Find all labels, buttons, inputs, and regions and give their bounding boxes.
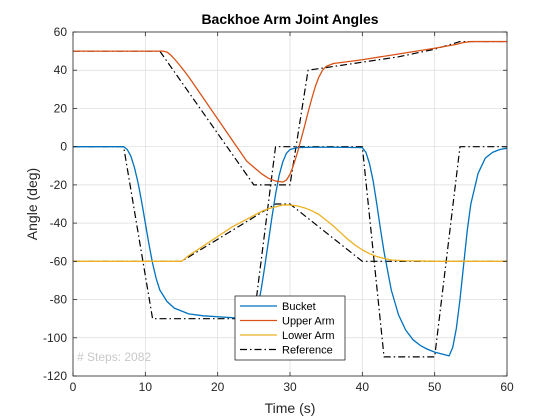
lower-arm-line bbox=[73, 204, 507, 262]
y-tick-label: 20 bbox=[54, 101, 68, 115]
y-tick-label: 0 bbox=[60, 140, 67, 154]
x-tick-label: 40 bbox=[356, 380, 370, 394]
y-tick-label: -100 bbox=[43, 331, 67, 345]
legend-box bbox=[234, 295, 346, 361]
chart-title: Backhoe Arm Joint Angles bbox=[201, 11, 378, 27]
reference-line bbox=[73, 40, 507, 186]
legend-label: Bucket bbox=[282, 301, 316, 313]
bucket-line bbox=[73, 146, 508, 357]
x-tick-label: 30 bbox=[283, 380, 297, 394]
y-tick-label: 60 bbox=[54, 25, 68, 39]
y-tick-label: 40 bbox=[54, 63, 68, 77]
y-tick-label: -80 bbox=[50, 293, 68, 307]
x-tick-label: 50 bbox=[428, 380, 442, 394]
x-axis-label: Time (s) bbox=[265, 400, 316, 416]
y-tick-label: -40 bbox=[50, 216, 68, 230]
x-tick-label: 20 bbox=[211, 380, 225, 394]
y-axis-label: Angle (deg) bbox=[24, 168, 40, 240]
steps-annotation: # Steps: 2082 bbox=[77, 350, 151, 364]
x-tick-label: 0 bbox=[70, 380, 77, 394]
y-tick-label: -120 bbox=[43, 369, 67, 383]
x-tick-label: 60 bbox=[500, 380, 514, 394]
legend-label: Reference bbox=[282, 345, 333, 357]
y-tick-label: -20 bbox=[50, 178, 68, 192]
legend-label: Lower Arm bbox=[282, 330, 335, 342]
series-lines bbox=[73, 40, 508, 358]
x-tick-label: 10 bbox=[139, 380, 153, 394]
y-tick-label: -60 bbox=[50, 254, 68, 268]
upper-arm-line bbox=[73, 40, 507, 183]
legend-label: Upper Arm bbox=[282, 316, 335, 328]
legend: Bucket Upper Arm Lower Arm Reference bbox=[234, 295, 346, 361]
axis-ticks: 0 10 20 30 40 50 60 -120 -100 -80 -60 -40 -20 0 20 40 60 bbox=[43, 25, 514, 394]
